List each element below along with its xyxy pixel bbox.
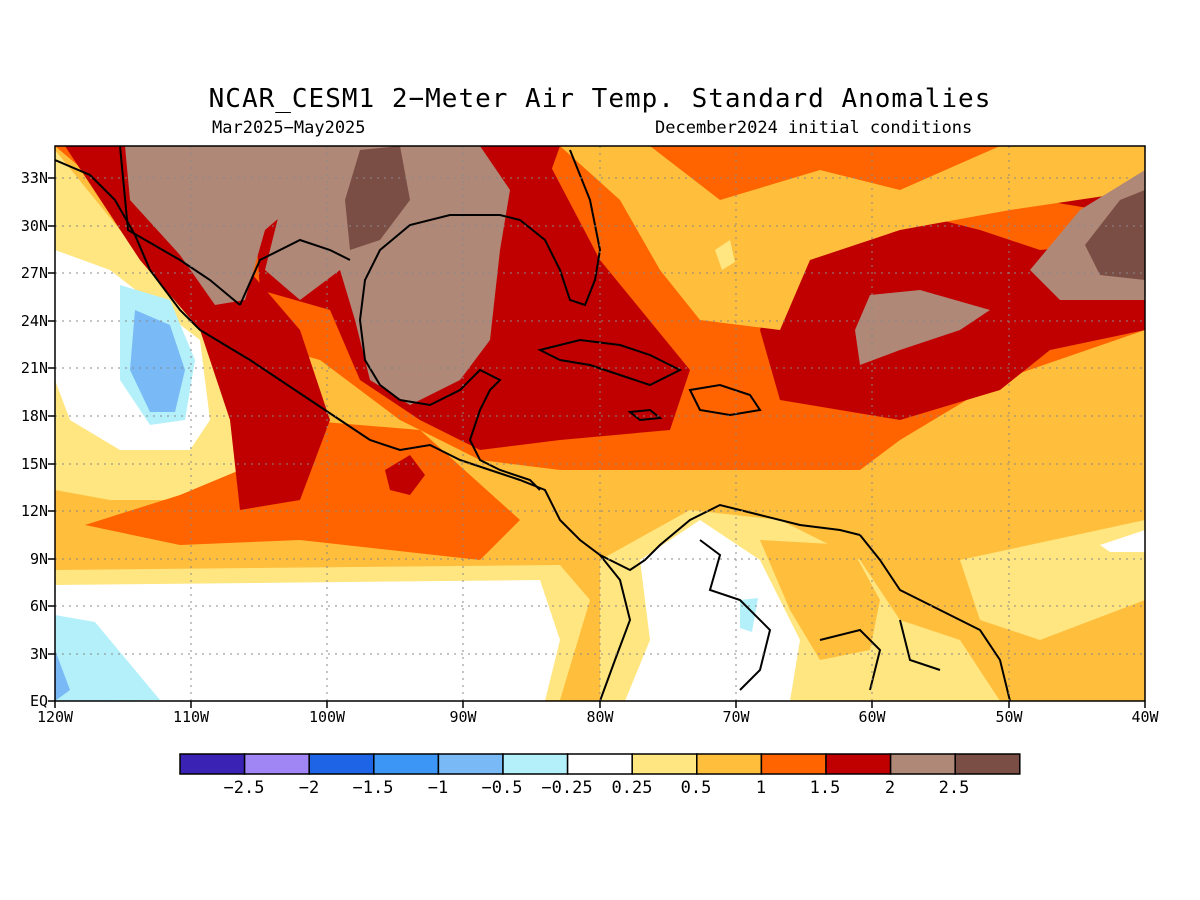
lon-label: 40W <box>1131 708 1159 726</box>
field-blue-corner <box>55 650 70 701</box>
graticule <box>55 146 1145 701</box>
lon-label: 110W <box>172 708 210 726</box>
colorbar-label: 1.5 <box>809 778 841 798</box>
field-sa-orange <box>760 540 880 660</box>
colorbar-swatch <box>437 753 504 775</box>
field-brown-northwest <box>125 146 300 305</box>
field-cyan-southwest <box>55 615 160 701</box>
lat-label: 3N <box>29 645 48 663</box>
colorbar-label: −1 <box>427 778 449 798</box>
field-brown-gulf <box>265 146 510 405</box>
colorbar-swatch <box>308 753 375 775</box>
field-red-pacific-spot <box>385 455 425 495</box>
colorbar-label: 1 <box>755 778 767 798</box>
coastlines <box>55 146 1011 701</box>
colorbar-swatch <box>889 753 956 775</box>
colorbar <box>179 753 1021 775</box>
coast-gulf-of-mexico <box>358 149 602 491</box>
colorbar-label: 2.5 <box>938 778 970 798</box>
colorbar-swatch <box>696 753 763 775</box>
forecast-period: Mar2025−May2025 <box>212 118 366 138</box>
coast-pacific-caribbean <box>55 159 861 572</box>
coast-colombia-west <box>599 554 632 701</box>
lon-label: 120W <box>36 708 74 726</box>
lon-label: 50W <box>995 708 1023 726</box>
lon-label: 80W <box>586 708 614 726</box>
lat-label: 9N <box>29 550 48 568</box>
colorbar-swatch <box>954 753 1021 775</box>
colorbar-label: −0.5 <box>481 778 523 798</box>
coast-jamaica <box>627 408 663 422</box>
lon-label: 90W <box>449 708 477 726</box>
lon-label: 100W <box>308 708 346 726</box>
initial-conditions: December2024 initial conditions <box>655 118 973 138</box>
border-us-mexico-rio <box>239 238 351 306</box>
colorbar-swatch <box>760 753 827 775</box>
field-atlantic-yellow <box>960 520 1145 640</box>
lat-label: 21N <box>20 359 48 377</box>
lat-label: 15N <box>20 455 48 473</box>
colorbar-swatch <box>373 753 440 775</box>
field-atlantic-yellow-north <box>560 146 1145 330</box>
colorbar-label: 0.5 <box>680 778 712 798</box>
colorbar-swatch <box>243 753 310 775</box>
field-sa-white <box>625 520 800 701</box>
lat-label: 6N <box>29 597 48 615</box>
field-darkbrown-atlantic-east <box>1085 190 1145 280</box>
field-atlantic-white <box>1100 530 1145 552</box>
border-venezuela-guyana <box>819 628 882 691</box>
lat-label: 33N <box>20 169 48 187</box>
field-red-mexico-west <box>65 146 330 510</box>
field-darkbrown-texas <box>345 146 410 250</box>
lat-label: 27N <box>20 264 48 282</box>
colorbar-swatch <box>825 753 892 775</box>
colorbar-swatch <box>631 753 698 775</box>
field-red-florida-north <box>480 146 560 230</box>
map-title: NCAR_CESM1 2−Meter Air Temp. Standard An… <box>208 84 992 114</box>
anomaly-field <box>55 146 1145 701</box>
colorbar-label: −1.5 <box>352 778 394 798</box>
field-atlantic-yellow-spot <box>715 240 735 270</box>
lat-label: 12N <box>20 502 48 520</box>
colorbar-swatch <box>502 753 569 775</box>
lat-label: 30N <box>20 217 48 235</box>
border-us-mexico-west <box>119 146 241 306</box>
field-baja-blue <box>130 310 185 412</box>
field-sa-cyan <box>740 598 758 632</box>
coast-hispaniola <box>688 383 762 417</box>
lon-label: 60W <box>858 708 886 726</box>
colorbar-label: −2 <box>298 778 320 798</box>
lat-label: 18N <box>20 407 48 425</box>
lon-label: 70W <box>722 708 750 726</box>
lat-label: 24N <box>20 312 48 330</box>
colorbar-label: 0.25 <box>611 778 653 798</box>
axis-ticks <box>48 177 1146 708</box>
colorbar-swatch <box>179 753 246 775</box>
field-white-pacific <box>55 580 560 701</box>
field-brown-atlantic-center <box>855 290 990 365</box>
border-venezuela-colombia <box>699 539 772 691</box>
colorbar-label: −2.5 <box>223 778 265 798</box>
lat-label: EQ <box>29 692 48 710</box>
colorbar-swatch <box>566 753 633 775</box>
coast-guianas <box>859 534 1011 701</box>
colorbar-label: 2 <box>884 778 896 798</box>
border-suriname <box>899 619 941 671</box>
colorbar-label: −0.25 <box>541 778 593 798</box>
